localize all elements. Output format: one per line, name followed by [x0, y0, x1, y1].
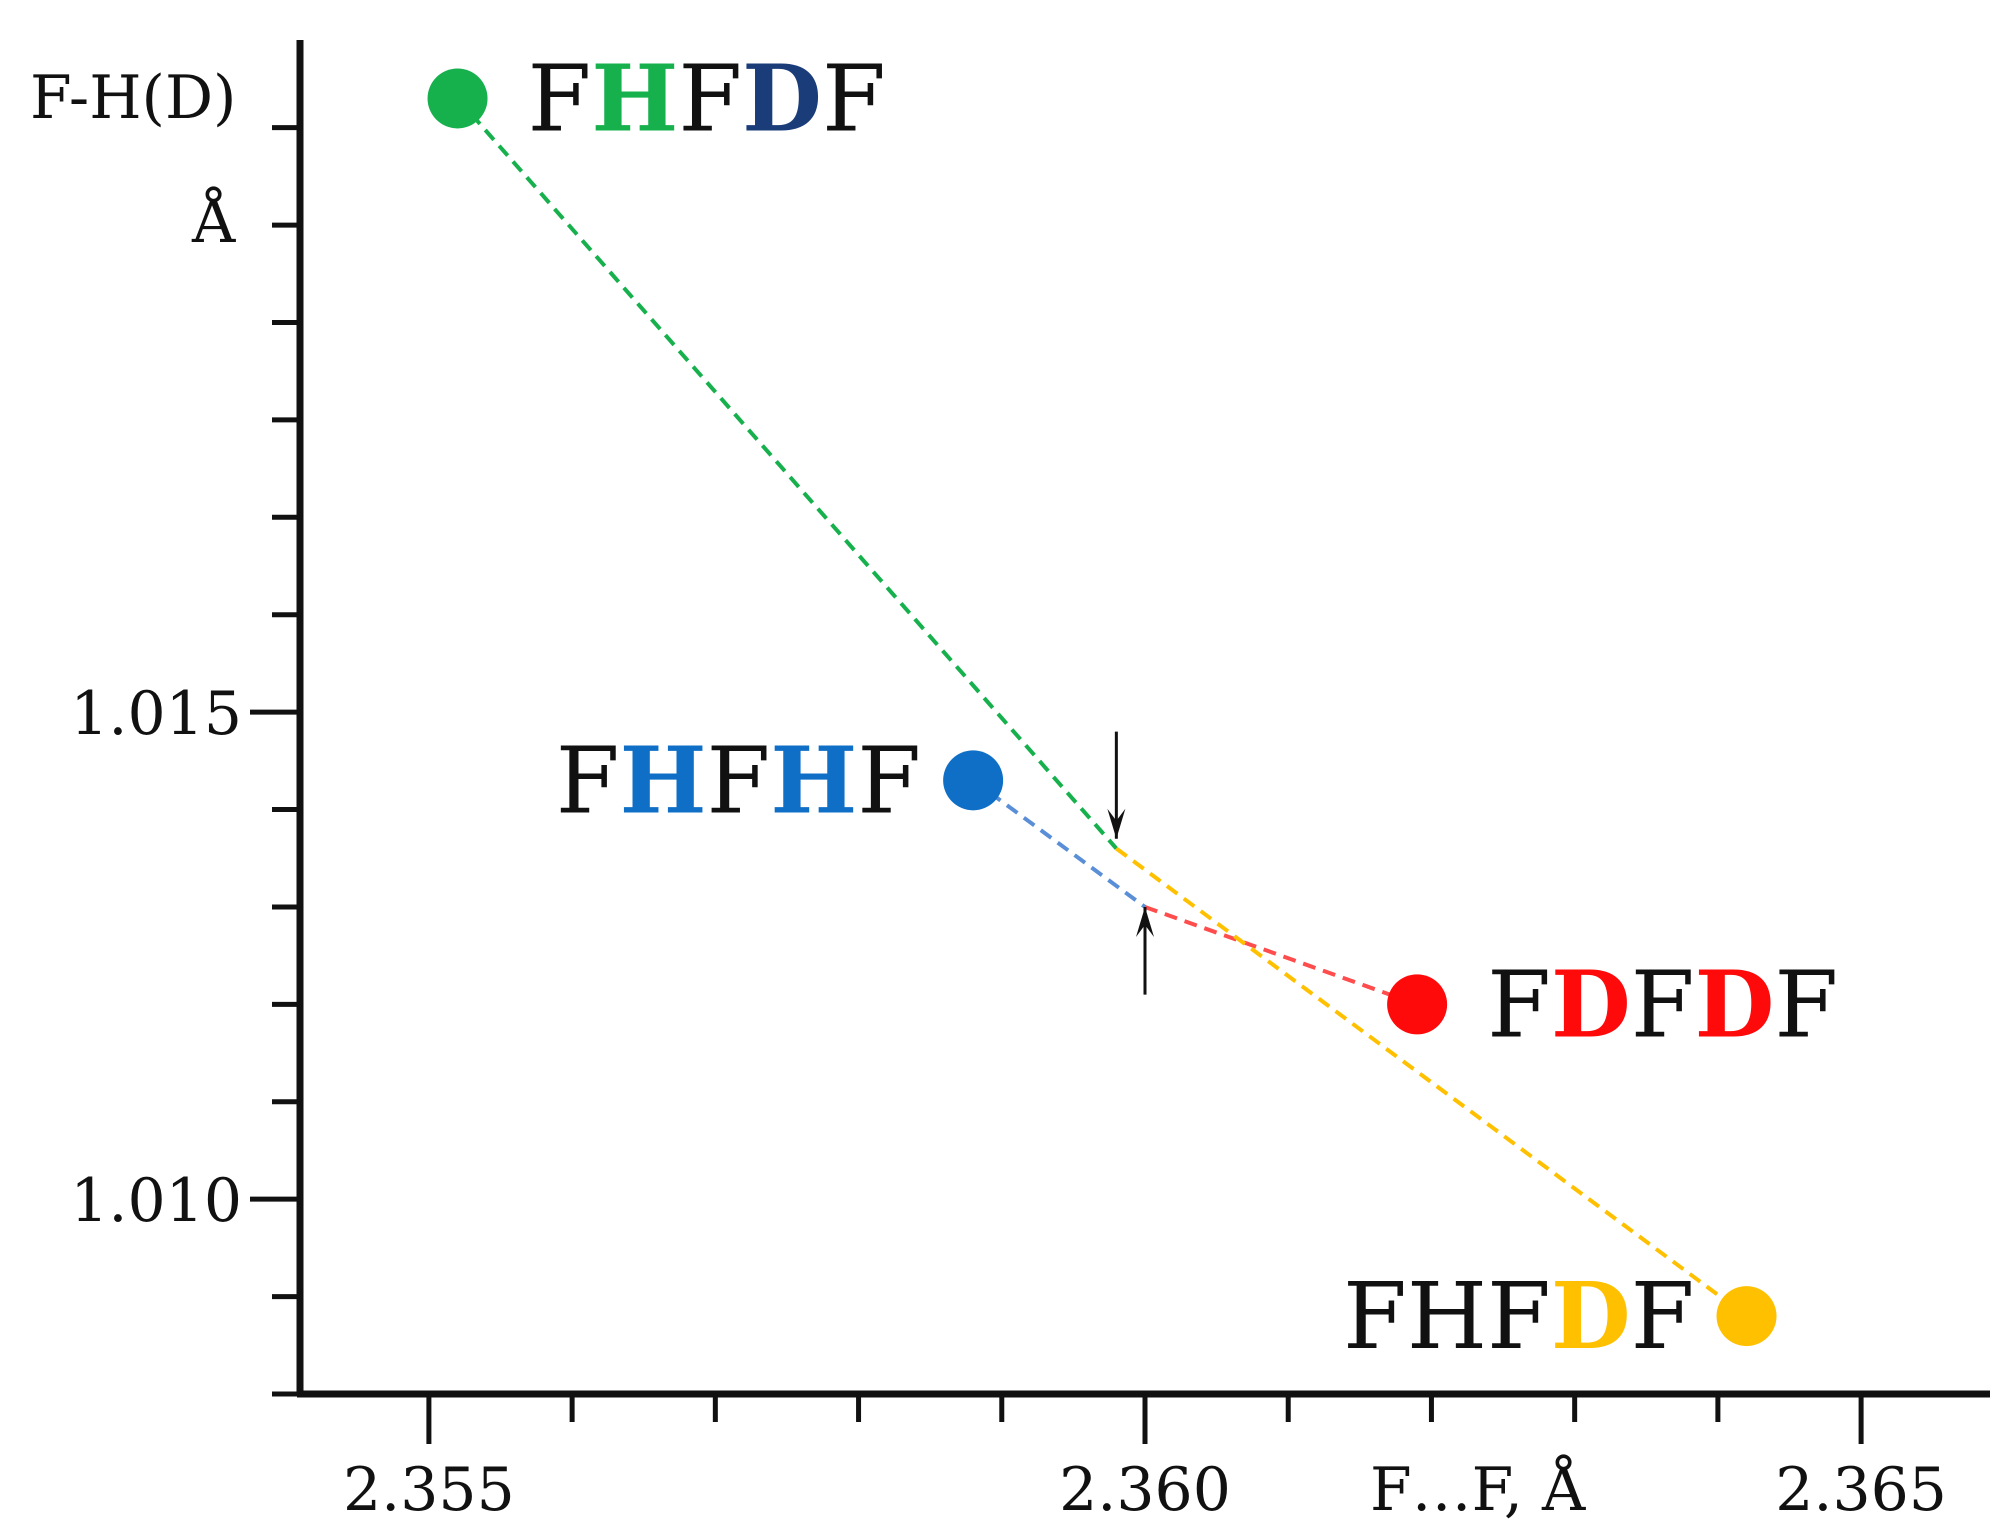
y-tick-label: 1.010	[70, 1166, 242, 1236]
point-label-part: D	[742, 44, 822, 152]
point-label-part: D	[1551, 1262, 1631, 1370]
dashed-connector	[1115, 846, 1748, 1318]
point-label-part: F	[857, 727, 921, 834]
point-label: FHFDF	[1343, 1262, 1695, 1370]
x-tick-label: 2.360	[1059, 1455, 1231, 1525]
point-label-part: F	[678, 45, 742, 152]
point-label-part: D	[1551, 950, 1631, 1058]
data-point	[943, 750, 1004, 811]
axis-titles: F-H(D) Å F…F, Å	[30, 63, 1586, 1525]
data-points	[427, 68, 1777, 1347]
dashed-connector	[456, 97, 1118, 850]
dashed-connectors	[456, 97, 1748, 1318]
point-label-part: F	[707, 727, 771, 834]
point-label-part: F	[1774, 951, 1838, 1058]
point-label: FDFDF	[1487, 950, 1838, 1058]
x-tick-label: 2.355	[343, 1455, 515, 1525]
arrow-head	[1107, 808, 1126, 839]
point-label-part: FHF	[1343, 1263, 1551, 1370]
arrows	[1107, 731, 1154, 995]
dashed-connector	[971, 778, 1147, 909]
x-tick-label: 2.365	[1775, 1455, 1947, 1525]
x-axis-title: F…F, Å	[1370, 1454, 1586, 1525]
y-axis-title-line2: Å	[191, 186, 236, 257]
point-label-part: F	[1487, 951, 1551, 1058]
point-label-part: F	[528, 45, 592, 152]
point-label-part: H	[591, 44, 678, 152]
data-point	[1387, 974, 1448, 1035]
point-label-part: F	[556, 727, 620, 834]
y-tick-label: 1.015	[70, 679, 242, 749]
point-label-part: F	[1631, 951, 1695, 1058]
point-label-part: H	[620, 726, 707, 834]
point-label: FHFHF	[556, 726, 921, 834]
point-label-part: F	[1631, 1263, 1695, 1370]
point-label-part: D	[1695, 950, 1775, 1058]
data-point	[427, 68, 488, 129]
data-point	[1716, 1286, 1777, 1347]
arrow-head	[1136, 906, 1154, 937]
point-label-part: H	[770, 726, 857, 834]
axes: 2.355 2.360 2.365 1.010 1.015	[70, 40, 1990, 1525]
point-label: FHFDF	[528, 44, 886, 152]
point-label-part: F	[822, 45, 886, 152]
dashed-connector	[1144, 905, 1418, 1007]
y-axis-title-line1: F-H(D)	[30, 63, 236, 133]
